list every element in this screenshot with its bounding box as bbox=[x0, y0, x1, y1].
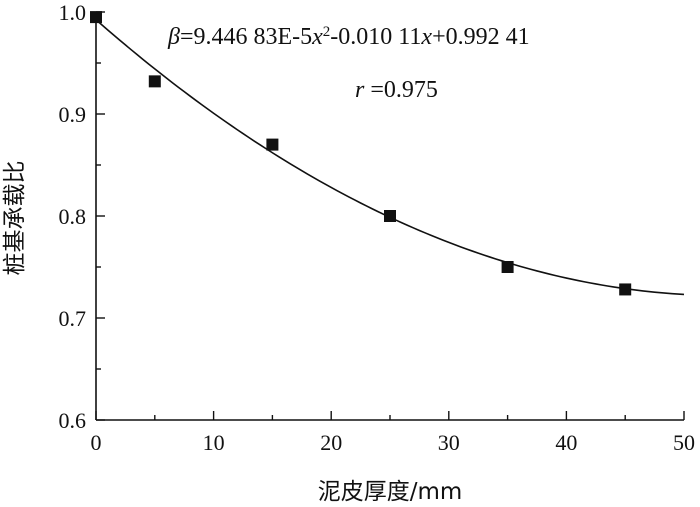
axes bbox=[95, 11, 685, 421]
data-point bbox=[501, 261, 514, 273]
data-point bbox=[90, 11, 102, 24]
correlation-coefficient: r =0.975 bbox=[355, 77, 438, 103]
y-axis-title: 桩基承载比 bbox=[2, 161, 28, 276]
y-tick-label: 1.0 bbox=[59, 0, 87, 25]
x-tick-label: 50 bbox=[673, 430, 695, 455]
tick-labels-layer: 0 10 20 30 40 50 0.6 0.7 0.8 0.9 1.0 bbox=[59, 0, 696, 455]
x-tick-label: 20 bbox=[320, 430, 342, 455]
x-tick-label: 30 bbox=[438, 430, 460, 455]
data-points-layer bbox=[90, 11, 632, 296]
fit-curve-layer bbox=[95, 19, 685, 296]
fit-curve bbox=[95, 19, 685, 296]
x-tick-label: 10 bbox=[203, 430, 225, 455]
x-axis-title: 泥皮厚度/mm bbox=[318, 479, 463, 505]
y-tick-label: 0.8 bbox=[59, 204, 87, 229]
data-point bbox=[148, 75, 161, 88]
data-point bbox=[384, 210, 396, 222]
fit-equation: β=9.446 83E-5x2-0.010 11x+0.992 41 bbox=[167, 24, 530, 50]
y-tick-label: 0.7 bbox=[59, 306, 87, 331]
y-tick-label: 0.9 bbox=[59, 102, 87, 127]
x-tick-label: 0 bbox=[91, 430, 102, 455]
data-point bbox=[266, 138, 279, 151]
y-tick-label: 0.6 bbox=[59, 408, 87, 433]
data-point bbox=[619, 283, 632, 296]
x-tick-label: 40 bbox=[555, 430, 577, 455]
